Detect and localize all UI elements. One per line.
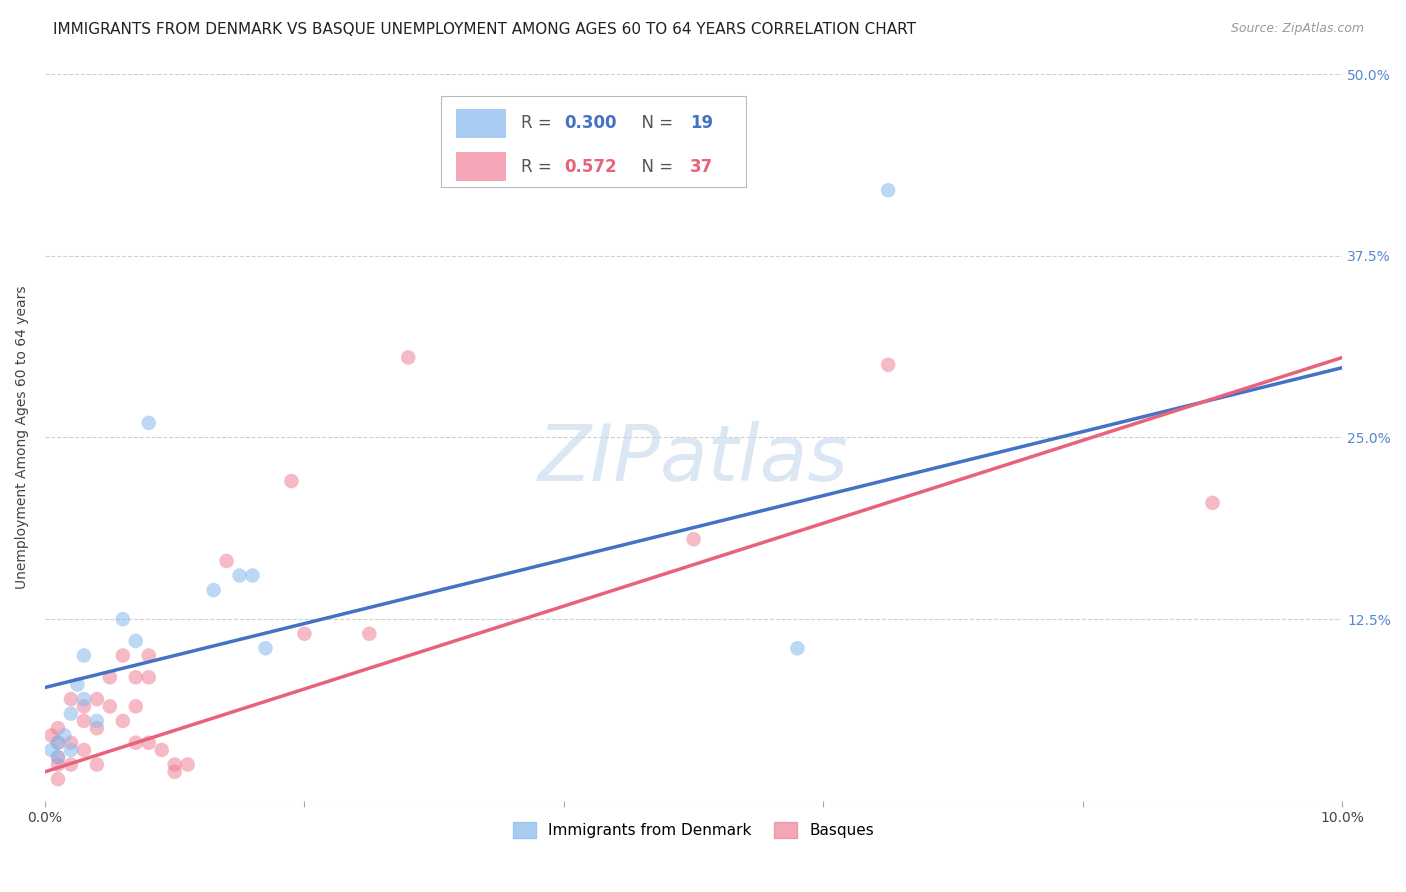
Point: [98, 699, 121, 714]
Point: [163, 764, 186, 779]
Point: [73, 692, 96, 706]
Point: [138, 416, 160, 430]
Point: [254, 641, 277, 656]
Point: [202, 583, 225, 598]
Point: [877, 358, 900, 372]
Point: [242, 568, 264, 582]
Point: [59, 706, 82, 721]
Point: [86, 721, 108, 735]
Point: [138, 648, 160, 663]
Point: [46, 757, 69, 772]
Point: [1201, 496, 1223, 510]
Text: N =: N =: [631, 158, 679, 176]
Point: [59, 736, 82, 750]
Text: N =: N =: [631, 114, 679, 132]
Point: [41, 743, 63, 757]
Point: [150, 743, 173, 757]
Point: [228, 568, 250, 582]
Point: [41, 729, 63, 743]
Point: [877, 183, 900, 197]
Text: 19: 19: [690, 114, 713, 132]
Point: [682, 532, 704, 546]
Point: [86, 757, 108, 772]
Point: [396, 351, 419, 365]
Point: [53, 729, 76, 743]
Point: [46, 750, 69, 764]
Point: [98, 670, 121, 684]
Point: [46, 750, 69, 764]
Point: [73, 699, 96, 714]
FancyBboxPatch shape: [440, 95, 745, 186]
Legend: Immigrants from Denmark, Basques: Immigrants from Denmark, Basques: [506, 816, 880, 844]
FancyBboxPatch shape: [456, 153, 506, 181]
Point: [125, 634, 148, 648]
Point: [59, 743, 82, 757]
Point: [294, 626, 316, 640]
Point: [176, 757, 198, 772]
Point: [59, 757, 82, 772]
Text: 0.572: 0.572: [564, 158, 616, 176]
Text: ZIPatlas: ZIPatlas: [538, 421, 849, 497]
Point: [125, 736, 148, 750]
Point: [86, 692, 108, 706]
Point: [138, 736, 160, 750]
Point: [66, 677, 89, 691]
Point: [111, 714, 134, 728]
Point: [111, 648, 134, 663]
Text: R =: R =: [522, 114, 557, 132]
Point: [46, 736, 69, 750]
Point: [59, 692, 82, 706]
Point: [46, 736, 69, 750]
Point: [46, 721, 69, 735]
Point: [73, 648, 96, 663]
Point: [86, 714, 108, 728]
Point: [359, 626, 381, 640]
Point: [138, 670, 160, 684]
Text: IMMIGRANTS FROM DENMARK VS BASQUE UNEMPLOYMENT AMONG AGES 60 TO 64 YEARS CORRELA: IMMIGRANTS FROM DENMARK VS BASQUE UNEMPL…: [53, 22, 917, 37]
Text: 37: 37: [690, 158, 713, 176]
Point: [163, 757, 186, 772]
Point: [73, 714, 96, 728]
FancyBboxPatch shape: [456, 109, 506, 137]
Point: [215, 554, 238, 568]
Point: [73, 743, 96, 757]
Point: [786, 641, 808, 656]
Text: Source: ZipAtlas.com: Source: ZipAtlas.com: [1230, 22, 1364, 36]
Point: [46, 772, 69, 786]
Text: R =: R =: [522, 158, 557, 176]
Text: 0.300: 0.300: [564, 114, 616, 132]
Point: [280, 474, 302, 488]
Point: [125, 699, 148, 714]
Y-axis label: Unemployment Among Ages 60 to 64 years: Unemployment Among Ages 60 to 64 years: [15, 285, 30, 590]
Point: [125, 670, 148, 684]
Point: [111, 612, 134, 626]
